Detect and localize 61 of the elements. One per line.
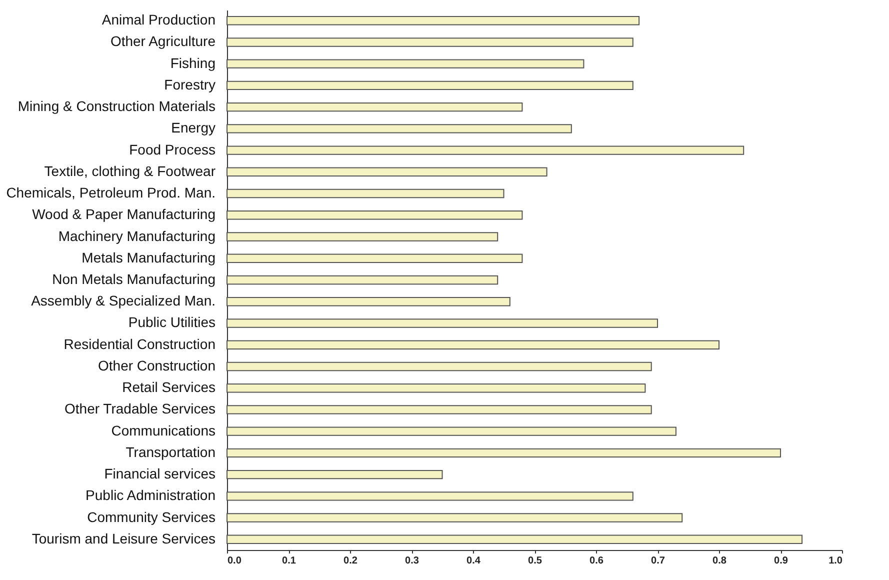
y-tick-label: Other Agriculture <box>110 33 216 50</box>
y-tick-label: Fishing <box>170 54 216 71</box>
x-tick-label: 1.0 <box>828 556 843 566</box>
y-tick-label: Community Services <box>87 508 216 525</box>
bar <box>226 16 640 26</box>
bar <box>226 188 504 198</box>
bar <box>226 534 803 544</box>
bar <box>226 470 443 480</box>
bar <box>226 297 510 306</box>
x-tick-label: 0.3 <box>405 556 420 566</box>
y-tick-label: Forestry <box>164 76 216 92</box>
y-tick-label: Wood & Paper Manufacturing <box>32 206 216 222</box>
bar <box>226 318 658 328</box>
bar <box>226 210 523 220</box>
bar <box>226 254 523 263</box>
y-tick-label: Metals Manufacturing <box>82 249 216 266</box>
x-tick-label: 0.0 <box>228 556 242 566</box>
bar <box>226 232 498 242</box>
y-tick-label: Chemicals, Petroleum Prod. Man. <box>6 184 216 201</box>
bar <box>226 426 676 436</box>
y-tick-label: Tourism and Leisure Services <box>32 530 216 546</box>
x-tick-label: 0.9 <box>774 556 788 566</box>
bar <box>226 405 652 414</box>
y-tick-label: Residential Construction <box>64 336 216 352</box>
bar <box>226 80 634 90</box>
bar <box>226 340 720 350</box>
y-tick-label: Financial services <box>104 466 216 482</box>
bar <box>226 383 646 393</box>
x-tick-label: 0.2 <box>344 556 358 566</box>
bar <box>226 146 744 155</box>
x-tick-label: 0.5 <box>528 556 542 566</box>
y-tick-label: Mining & Construction Materials <box>18 98 216 114</box>
y-tick-label: Machinery Manufacturing <box>58 228 216 244</box>
y-tick-label: Assembly & Specialized Man. <box>31 292 216 309</box>
y-tick-label: Transportation <box>126 444 216 460</box>
x-tick-label: 0.8 <box>712 556 727 566</box>
y-tick-label: Other Tradable Services <box>64 400 216 417</box>
y-tick-label: Retail Services <box>122 379 216 396</box>
x-tick-label: 0.6 <box>590 556 604 566</box>
y-tick-label: Non Metals Manufacturing <box>52 271 216 287</box>
y-tick-label: Public Utilities <box>128 314 216 330</box>
y-tick-label: Energy <box>171 120 216 136</box>
bar <box>226 448 781 458</box>
x-tick-label: 0.4 <box>466 556 481 566</box>
bar <box>226 362 652 372</box>
bar <box>226 102 523 112</box>
bar <box>226 492 634 501</box>
y-tick-label: Food Process <box>129 141 216 158</box>
y-tick-label: Communications <box>111 422 216 438</box>
bar <box>226 275 498 285</box>
bar <box>226 513 683 522</box>
bar <box>226 124 572 134</box>
bar <box>226 167 548 177</box>
bar <box>226 38 634 47</box>
x-tick-label: 0.7 <box>651 556 666 566</box>
y-tick-label: Public Administration <box>86 487 216 504</box>
y-tick-label: Animal Production <box>102 12 216 28</box>
bar <box>226 59 584 68</box>
y-tick-label: Other Construction <box>98 357 216 374</box>
y-tick-label: Textile, clothing & Footwear <box>44 162 216 179</box>
x-tick-label: 0.1 <box>282 556 296 566</box>
